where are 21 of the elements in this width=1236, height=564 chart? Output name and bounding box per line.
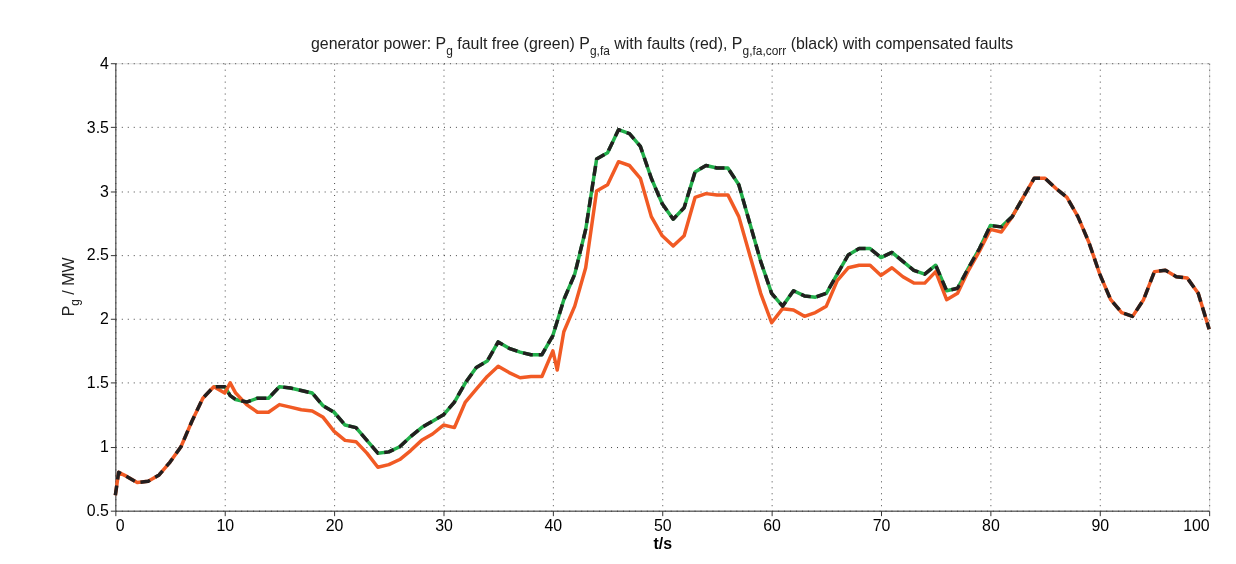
y-tick-label: 4	[100, 54, 110, 72]
x-tick-label: 70	[872, 517, 891, 535]
y-tick-label: 3.5	[86, 118, 110, 136]
x-tick-label: 90	[1091, 517, 1110, 535]
y-tick-label: 1	[100, 438, 110, 456]
x-tick-label: 10	[216, 517, 235, 535]
x-axis-title: t/s	[653, 534, 673, 552]
y-tick-label: 1.5	[86, 374, 110, 392]
y-tick-label: 2	[100, 310, 110, 328]
x-tick-label: 80	[982, 517, 1000, 535]
y-tick-label: 0.5	[86, 502, 110, 520]
x-tick-label: 60	[763, 517, 782, 535]
y-tick-label: 2.5	[86, 246, 110, 264]
x-tick-label: 100	[1183, 517, 1210, 535]
x-tick-label: 30	[435, 517, 453, 535]
x-tick-label: 40	[544, 517, 563, 535]
y-axis-title: Pg / MW	[59, 257, 83, 317]
x-tick-label: 50	[653, 517, 672, 535]
x-tick-label: 0	[115, 517, 125, 535]
y-tick-label: 3	[100, 182, 110, 200]
x-tick-label: 20	[325, 517, 344, 535]
